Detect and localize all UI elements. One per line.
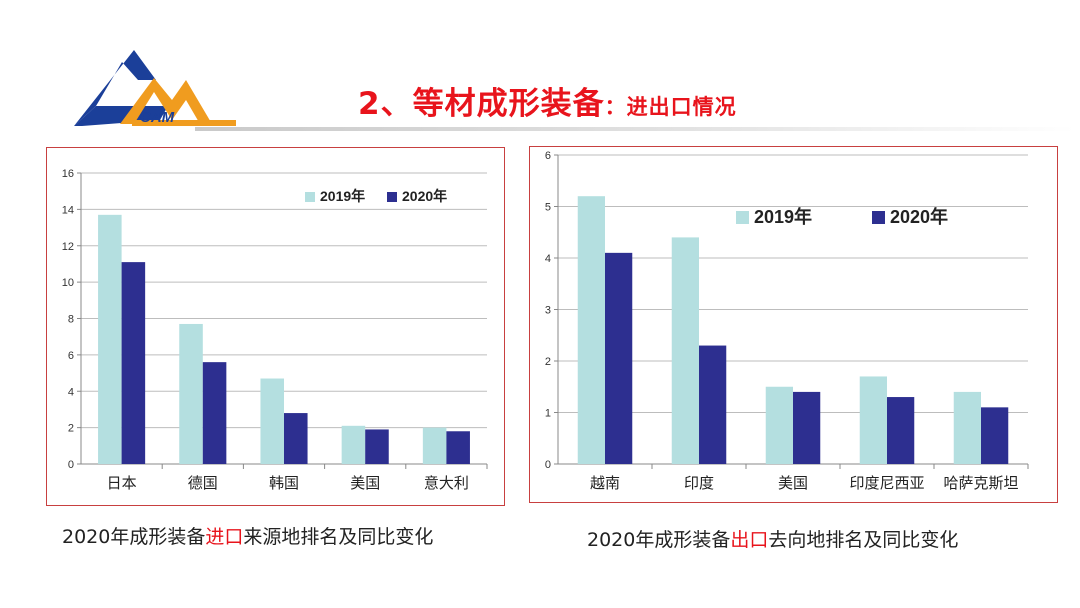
page-title: 2、等材成形装备：进出口情况: [358, 78, 737, 123]
import-bar-2019: [260, 378, 284, 464]
import-bar-2020: [284, 413, 308, 464]
export-chart-caption: 2020年成形装备出口去向地排名及同比变化: [587, 525, 958, 552]
import-ytick-label: 10: [62, 277, 74, 289]
export-category-label: 印度: [684, 474, 714, 492]
import-ytick-label: 4: [68, 386, 74, 398]
export-bar-2019: [765, 386, 793, 464]
caption-left-highlight: 进口: [205, 526, 244, 548]
export-category-label: 越南: [590, 474, 620, 492]
export-ytick-label: 5: [545, 202, 551, 214]
export-ytick-label: 4: [545, 253, 551, 265]
import-legend-label: 2020年: [402, 188, 447, 204]
export-bar-2020: [605, 252, 633, 464]
import-legend-label: 2019年: [320, 188, 365, 204]
page-title-sub: ：进出口情况: [604, 95, 737, 119]
export-legend-swatch: [872, 211, 885, 224]
logo-orange-peaks: [120, 78, 212, 124]
import-bar-2020: [202, 362, 227, 464]
import-category-label: 韩国: [269, 474, 299, 492]
import-bar-2019: [98, 214, 122, 464]
export-category-label: 哈萨克斯坦: [943, 474, 1018, 492]
import-category-label: 意大利: [424, 474, 469, 492]
logo-text: CAM: [140, 109, 175, 126]
import-bar-2019: [422, 427, 447, 464]
import-ytick-label: 12: [62, 241, 74, 253]
import-category-label: 德国: [188, 474, 218, 492]
export-bar-2019: [859, 376, 887, 464]
import-ytick-label: 6: [68, 350, 74, 362]
import-ytick-label: 8: [68, 314, 74, 326]
caption-left-pre: 2020年成形装备: [62, 526, 206, 548]
export-bar-2020: [887, 397, 915, 464]
import-category-label: 日本: [107, 474, 137, 492]
import-bar-2020: [446, 431, 470, 464]
export-legend-swatch: [736, 211, 749, 224]
export-ytick-label: 0: [545, 459, 551, 471]
export-bar-2020: [981, 407, 1009, 464]
export-ytick-label: 1: [545, 408, 551, 420]
import-category-label: 美国: [350, 474, 380, 492]
import-ytick-label: 2: [68, 423, 74, 435]
title-underline: [195, 127, 1075, 131]
import-bar-2019: [341, 425, 366, 464]
export-bar-2019: [671, 237, 699, 464]
export-ytick-label: 6: [545, 150, 551, 162]
caption-right-post: 去向地排名及同比变化: [768, 529, 959, 551]
import-legend-swatch: [305, 192, 315, 202]
export-ytick-label: 2: [545, 356, 551, 368]
export-legend-label: 2020年: [890, 206, 948, 227]
caption-right-highlight: 出口: [730, 529, 769, 551]
logo-blue-triangle: [74, 50, 156, 126]
import-bar-2020: [365, 429, 389, 464]
caption-right-pre: 2020年成形装备: [587, 529, 731, 551]
export-category-label: 美国: [778, 474, 808, 492]
caption-left-post: 来源地排名及同比变化: [243, 526, 434, 548]
export-bar-2019: [953, 391, 981, 464]
export-ytick-label: 3: [545, 305, 551, 317]
export-bar-2020: [699, 345, 727, 464]
import-legend-swatch: [387, 192, 397, 202]
export-chart-panel: 0 1 2 3 4 5 6 越南 印度 美国 印度尼西亚 哈萨克斯坦 2019年 2020年: [529, 146, 1058, 503]
export-chart: 0 1 2 3 4 5 6 越南 印度 美国 印度尼西亚 哈萨克斯坦 2019年 2020年: [545, 150, 1029, 492]
cam-logo: CAM: [72, 44, 242, 134]
page-title-main: 2、等材成形装备: [358, 86, 605, 122]
export-bar-2020: [793, 391, 821, 464]
import-bar-2019: [179, 323, 203, 464]
export-bar-2019: [577, 196, 605, 464]
logo-orange-bar: [132, 120, 236, 126]
export-legend-label: 2019年: [754, 206, 812, 227]
import-bar-2020: [121, 262, 146, 464]
import-chart-caption: 2020年成形装备进口来源地排名及同比变化: [62, 522, 433, 549]
import-ytick-label: 0: [68, 459, 74, 471]
import-ytick-label: 16: [62, 168, 74, 180]
export-category-label: 印度尼西亚: [849, 474, 924, 492]
import-chart-panel: 0 2 4 6 8 10 12 14 16 日本 德国 韩国 美国 意大利 2019年 2020年: [46, 147, 505, 506]
import-ytick-label: 14: [62, 204, 74, 216]
import-chart: 0 2 4 6 8 10 12 14 16 日本 德国 韩国 美国 意大利 2019年 2020年: [62, 168, 488, 492]
